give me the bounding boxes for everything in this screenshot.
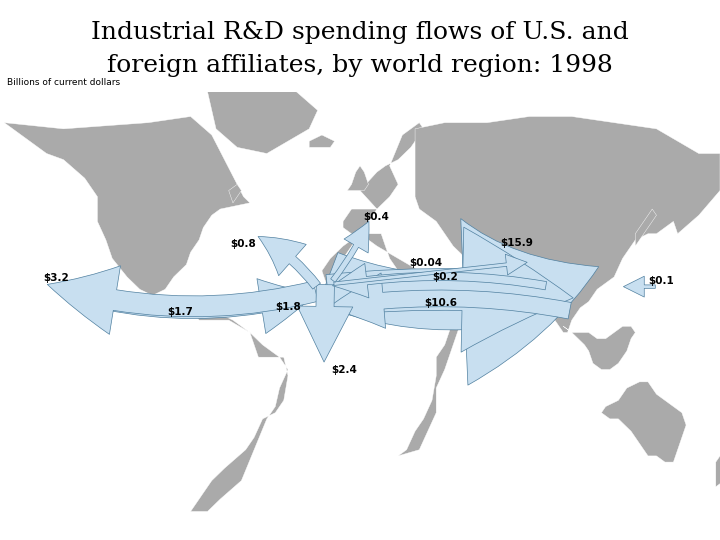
Text: $3.2: $3.2 (43, 273, 69, 282)
Text: $2.4: $2.4 (331, 365, 357, 375)
Text: $10.6: $10.6 (424, 298, 457, 308)
Text: $0.8: $0.8 (230, 239, 256, 249)
Text: Billions of current dollars: Billions of current dollars (7, 78, 120, 86)
Text: $0.4: $0.4 (363, 212, 389, 222)
Text: foreign affiliates, by world region: 1998: foreign affiliates, by world region: 199… (107, 55, 613, 77)
Text: $15.9: $15.9 (500, 238, 534, 248)
Text: $1.8: $1.8 (275, 302, 301, 312)
Text: $0.2: $0.2 (432, 272, 458, 282)
Text: $0.1: $0.1 (648, 276, 674, 286)
Text: $1.7: $1.7 (167, 307, 193, 317)
Text: Industrial R&D spending flows of U.S. and: Industrial R&D spending flows of U.S. an… (91, 21, 629, 44)
Text: $0.04: $0.04 (410, 258, 443, 268)
